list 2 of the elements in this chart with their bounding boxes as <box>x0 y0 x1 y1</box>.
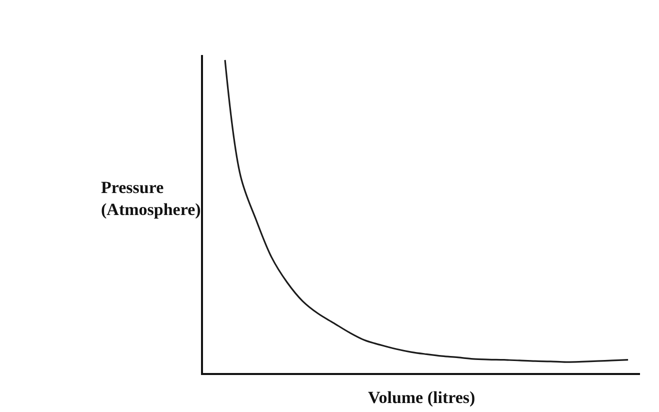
x-axis-title: Volume (litres) <box>368 388 476 407</box>
y-axis-title: Pressure (Atmosphere) <box>101 178 201 220</box>
